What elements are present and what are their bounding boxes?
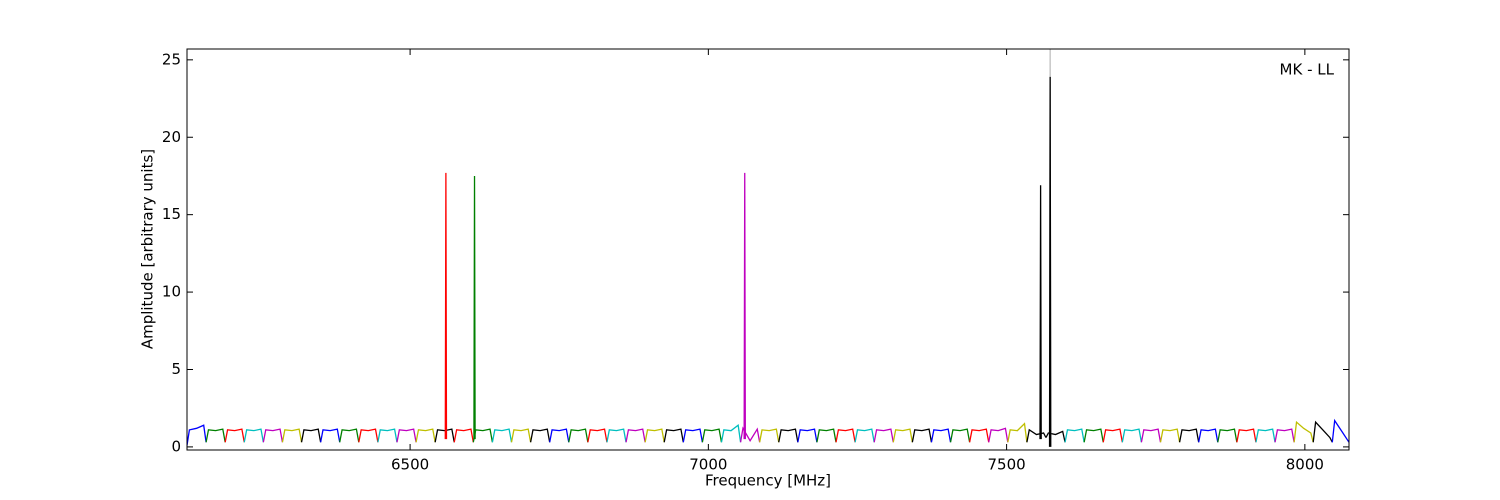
spectrum-line xyxy=(663,428,684,443)
spectrum-line xyxy=(529,428,551,443)
spectrum-line xyxy=(1083,428,1104,443)
spectrum-line xyxy=(1045,430,1066,443)
spectrum-line xyxy=(491,428,513,443)
y-tick-label: 10 xyxy=(162,283,181,301)
spectrum-line xyxy=(1236,428,1257,443)
spectrum-line xyxy=(1293,420,1314,443)
spectrum-line xyxy=(1331,418,1349,443)
spectrum-line xyxy=(701,428,723,443)
spectrum-line xyxy=(568,428,589,443)
spectrum-line xyxy=(1048,76,1052,447)
spectrum-line xyxy=(262,428,284,443)
spectrum-line xyxy=(743,172,746,440)
y-tick-label: 15 xyxy=(162,205,181,223)
spectrum-line xyxy=(911,428,933,443)
spectrum-line xyxy=(682,428,704,443)
spectrum-line xyxy=(243,428,264,443)
spectrum-line xyxy=(873,428,894,443)
spectrum-line xyxy=(377,428,398,443)
spectrum-line xyxy=(300,428,322,443)
spectrum-line xyxy=(720,424,742,443)
spectrum-line xyxy=(1140,428,1162,443)
spectrum-line xyxy=(224,428,245,443)
spectrum-line xyxy=(854,428,875,443)
x-tick-label: 8000 xyxy=(1286,456,1324,474)
spectrum-line xyxy=(949,428,971,443)
y-tick-label: 25 xyxy=(162,50,181,68)
spectrum-line xyxy=(453,428,474,443)
spectrum-line xyxy=(339,428,360,443)
spectrum-line xyxy=(1007,422,1028,443)
spectrum-line xyxy=(739,426,761,443)
spectrum-line xyxy=(205,428,226,443)
spectrum-line xyxy=(1039,185,1042,440)
spectrum-line xyxy=(415,428,436,443)
y-tick-label: 20 xyxy=(162,128,181,146)
annotation: MK - LL xyxy=(1280,61,1335,79)
spectrum-line xyxy=(472,428,494,443)
spectrum-line xyxy=(968,428,990,443)
spectrum-line xyxy=(1159,428,1181,443)
spectrum-line xyxy=(606,428,627,443)
spectrum-line xyxy=(1064,428,1085,443)
spectrum-line xyxy=(187,424,207,446)
spectrum-line xyxy=(1255,428,1276,443)
x-axis-label: Frequency [MHz] xyxy=(705,472,831,490)
spectrum-line xyxy=(1026,428,1047,443)
spectrum-line xyxy=(396,428,417,443)
spectrum-line xyxy=(930,428,952,443)
x-tick-label: 7000 xyxy=(689,456,727,474)
spectrum-line xyxy=(644,428,665,443)
spectrum-line xyxy=(988,427,1009,443)
spectrum-line xyxy=(1121,428,1143,443)
spectrum-line xyxy=(358,428,379,443)
spectrum-line xyxy=(281,428,303,443)
x-tick-label: 6500 xyxy=(391,456,429,474)
spectrum-line xyxy=(1198,428,1219,443)
spectrum-line xyxy=(892,428,913,443)
y-tick-label: 5 xyxy=(171,360,181,378)
spectrum-line xyxy=(1217,428,1238,443)
spectrum-line xyxy=(759,428,780,443)
spectrum-line xyxy=(319,428,341,443)
y-axis-label: Amplitude [arbitrary units] xyxy=(139,149,157,349)
plot-lines xyxy=(187,49,1349,447)
y-tick-label: 0 xyxy=(171,437,181,455)
spectrum-line xyxy=(625,428,646,443)
spectrum-line xyxy=(1312,420,1333,443)
spectrum-line xyxy=(835,428,856,443)
spectrum-line xyxy=(473,175,476,440)
spectrum-line xyxy=(816,428,837,443)
plot-frame xyxy=(186,48,1350,451)
spectrum-line xyxy=(1178,428,1200,443)
x-tick-label: 7500 xyxy=(988,456,1026,474)
spectrum-line xyxy=(797,428,818,443)
spectrum-line xyxy=(510,428,532,443)
spectrum-line xyxy=(1102,428,1123,443)
spectrum-line xyxy=(778,428,799,443)
spectrum-line xyxy=(549,428,570,443)
spectrum-line xyxy=(587,428,608,443)
spectrum-line xyxy=(1274,428,1295,443)
spectrum-line xyxy=(444,172,448,440)
